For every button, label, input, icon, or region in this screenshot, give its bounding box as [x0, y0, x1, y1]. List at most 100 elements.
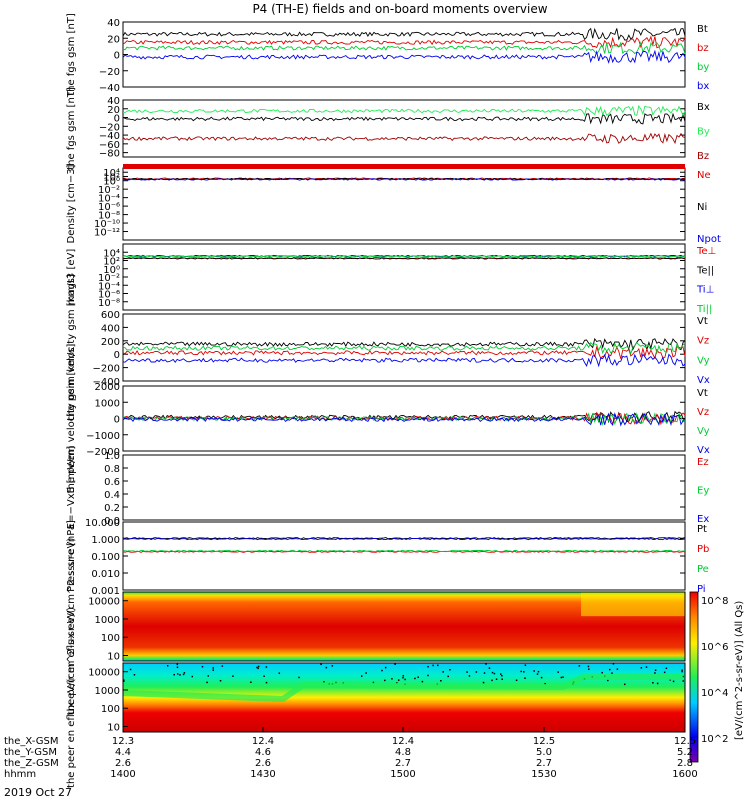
spectrogram-dot	[640, 667, 643, 669]
y-tick-label: 200	[101, 337, 120, 348]
y-tick-label: 0.010	[91, 569, 120, 580]
legend-entry: Ez	[697, 457, 709, 468]
panel-frame	[122, 591, 686, 662]
orbit-table: the_X-GSMthe_Y-GSMthe_Z-GSMhhmm12.34.42.…	[4, 736, 698, 780]
spectrogram-dot	[681, 669, 683, 671]
y-axis-label: the fgs gsm [nT]	[66, 87, 77, 170]
y-tick-label: 10⁻⁴	[98, 281, 120, 292]
panel-9: 10000 1000 100 10 the peir en eflux eV/(cm^2…	[66, 538, 686, 715]
spectrogram-dot	[656, 682, 659, 685]
panel-7: 1.0 0.8 0.6 0.4 0.2 0.0 Ez Ey Ex E=−VxB [mV/m]	[66, 446, 709, 529]
series-line-bz	[122, 35, 686, 49]
colorbar: [eV/(cm^2-s-sr-eV)] (All Qs) 10^8 10^6 10^…	[689, 591, 745, 763]
spectrogram-dot	[611, 672, 613, 674]
y-axis-label: the fgs gsm [nT]	[66, 13, 77, 96]
spectrogram-dot	[645, 666, 648, 668]
orbit-cell: 4.6	[255, 747, 271, 758]
legend-entry: Vt	[697, 388, 708, 399]
y-tick-label: −20	[99, 67, 120, 78]
orbit-cell: 12.3	[112, 736, 134, 747]
series-line-Vx	[122, 353, 686, 368]
spectrogram-dot	[533, 670, 535, 672]
spectrogram-dot	[177, 673, 179, 675]
legend-entry: Vy	[697, 426, 710, 437]
spectrogram-dot	[524, 664, 527, 666]
legend-entry: Vt	[697, 316, 708, 327]
colorbar-tick-label: 10^8	[701, 596, 728, 607]
series-line-By	[122, 104, 686, 117]
y-tick-label: 10⁰	[103, 265, 120, 276]
legend-entry: By	[697, 127, 710, 138]
spectrogram-dot	[191, 675, 194, 678]
spectrogram-dot	[201, 665, 204, 668]
spectrogram-dot	[384, 679, 386, 682]
y-tick-label: 10⁻²	[98, 185, 120, 196]
spectrogram-dot	[663, 671, 666, 674]
orbit-cell: 2.6	[255, 758, 271, 769]
spectrogram-dot	[179, 674, 181, 676]
spectrogram-dot	[427, 674, 429, 677]
spectrogram-dot	[501, 674, 503, 677]
y-tick-label: −2000	[86, 447, 120, 458]
spectrogram-dot	[562, 676, 564, 678]
spectrogram-dot	[587, 665, 590, 668]
spectrogram-dot	[250, 681, 252, 683]
y-tick-label: 600	[101, 310, 120, 321]
spectrogram-dot	[665, 667, 668, 670]
legend-entry: Ex	[697, 514, 709, 525]
y-tick-label: −400	[93, 377, 120, 388]
series-line-Vy	[122, 412, 686, 427]
spectrogram-dot	[417, 676, 419, 678]
spectrogram-dot	[607, 679, 609, 682]
orbit-row-label: hhmm	[4, 769, 36, 780]
spectrogram-dot	[183, 672, 186, 674]
orbit-cell: 1400	[110, 769, 135, 780]
spectrogram-dot	[421, 680, 424, 683]
legend-entry: Vx	[697, 375, 710, 386]
y-tick-label: 10⁻²	[98, 273, 120, 284]
spectrogram-dot	[475, 671, 478, 673]
spectrogram-dot	[176, 666, 179, 669]
colorbar-label: [eV/(cm^2-s-sr-eV)] (All Qs)	[734, 601, 745, 740]
orbit-cell: 1430	[250, 769, 275, 780]
y-tick-label: 10⁻⁸	[98, 298, 120, 309]
panel-10: 10000 1000 100 10 the peer en eflux eV/(cm^2…	[66, 607, 686, 788]
legend-entry: Ti⊥	[696, 285, 714, 296]
y-tick-label: 10000	[88, 668, 120, 679]
y-axis-label: magt3 [eV]	[66, 249, 77, 306]
flag-bar	[123, 164, 685, 169]
y-tick-label: 0	[114, 415, 120, 426]
y-tick-label: 10⁴	[103, 248, 120, 259]
spectrogram-dot	[212, 669, 215, 671]
spectrogram-dot	[623, 683, 626, 686]
spectrogram-dot	[207, 675, 210, 677]
spectrogram-dot	[123, 680, 125, 682]
legend-entry: Bz	[697, 151, 709, 162]
date-label: 2019 Oct 27	[4, 786, 72, 799]
figure-title: P4 (TH-E) fields and on-board moments ov…	[252, 2, 547, 16]
y-tick-label: 0	[114, 114, 120, 125]
y-tick-label: −80	[99, 149, 120, 160]
spectrogram-dot	[447, 675, 449, 678]
spectrogram-dot	[485, 663, 487, 665]
legend-entry: Vz	[697, 336, 709, 347]
spectrogram-region	[581, 592, 685, 617]
spectrogram-dot	[265, 666, 268, 668]
y-tick-label: 40	[107, 18, 120, 29]
orbit-cell: 1530	[531, 769, 556, 780]
spectrogram-dot	[166, 665, 169, 667]
legend-entry: Ey	[697, 486, 709, 497]
spectrogram-dot	[432, 664, 434, 667]
spectrogram-dot	[616, 668, 619, 670]
series-line-bx	[122, 49, 686, 64]
spectrogram-dot	[672, 680, 675, 683]
series-line-by	[122, 40, 686, 55]
panel-8: 10.000 1.000 0.100 0.010 0.001 Pt Pb Pe Pi Pressu…	[66, 518, 709, 597]
spectrogram-dot	[540, 676, 543, 679]
orbit-cell: 4.4	[115, 747, 131, 758]
spectrogram-dot	[365, 672, 367, 674]
y-tick-label: −200	[93, 364, 120, 375]
orbit-cell: 2.8	[677, 758, 693, 769]
